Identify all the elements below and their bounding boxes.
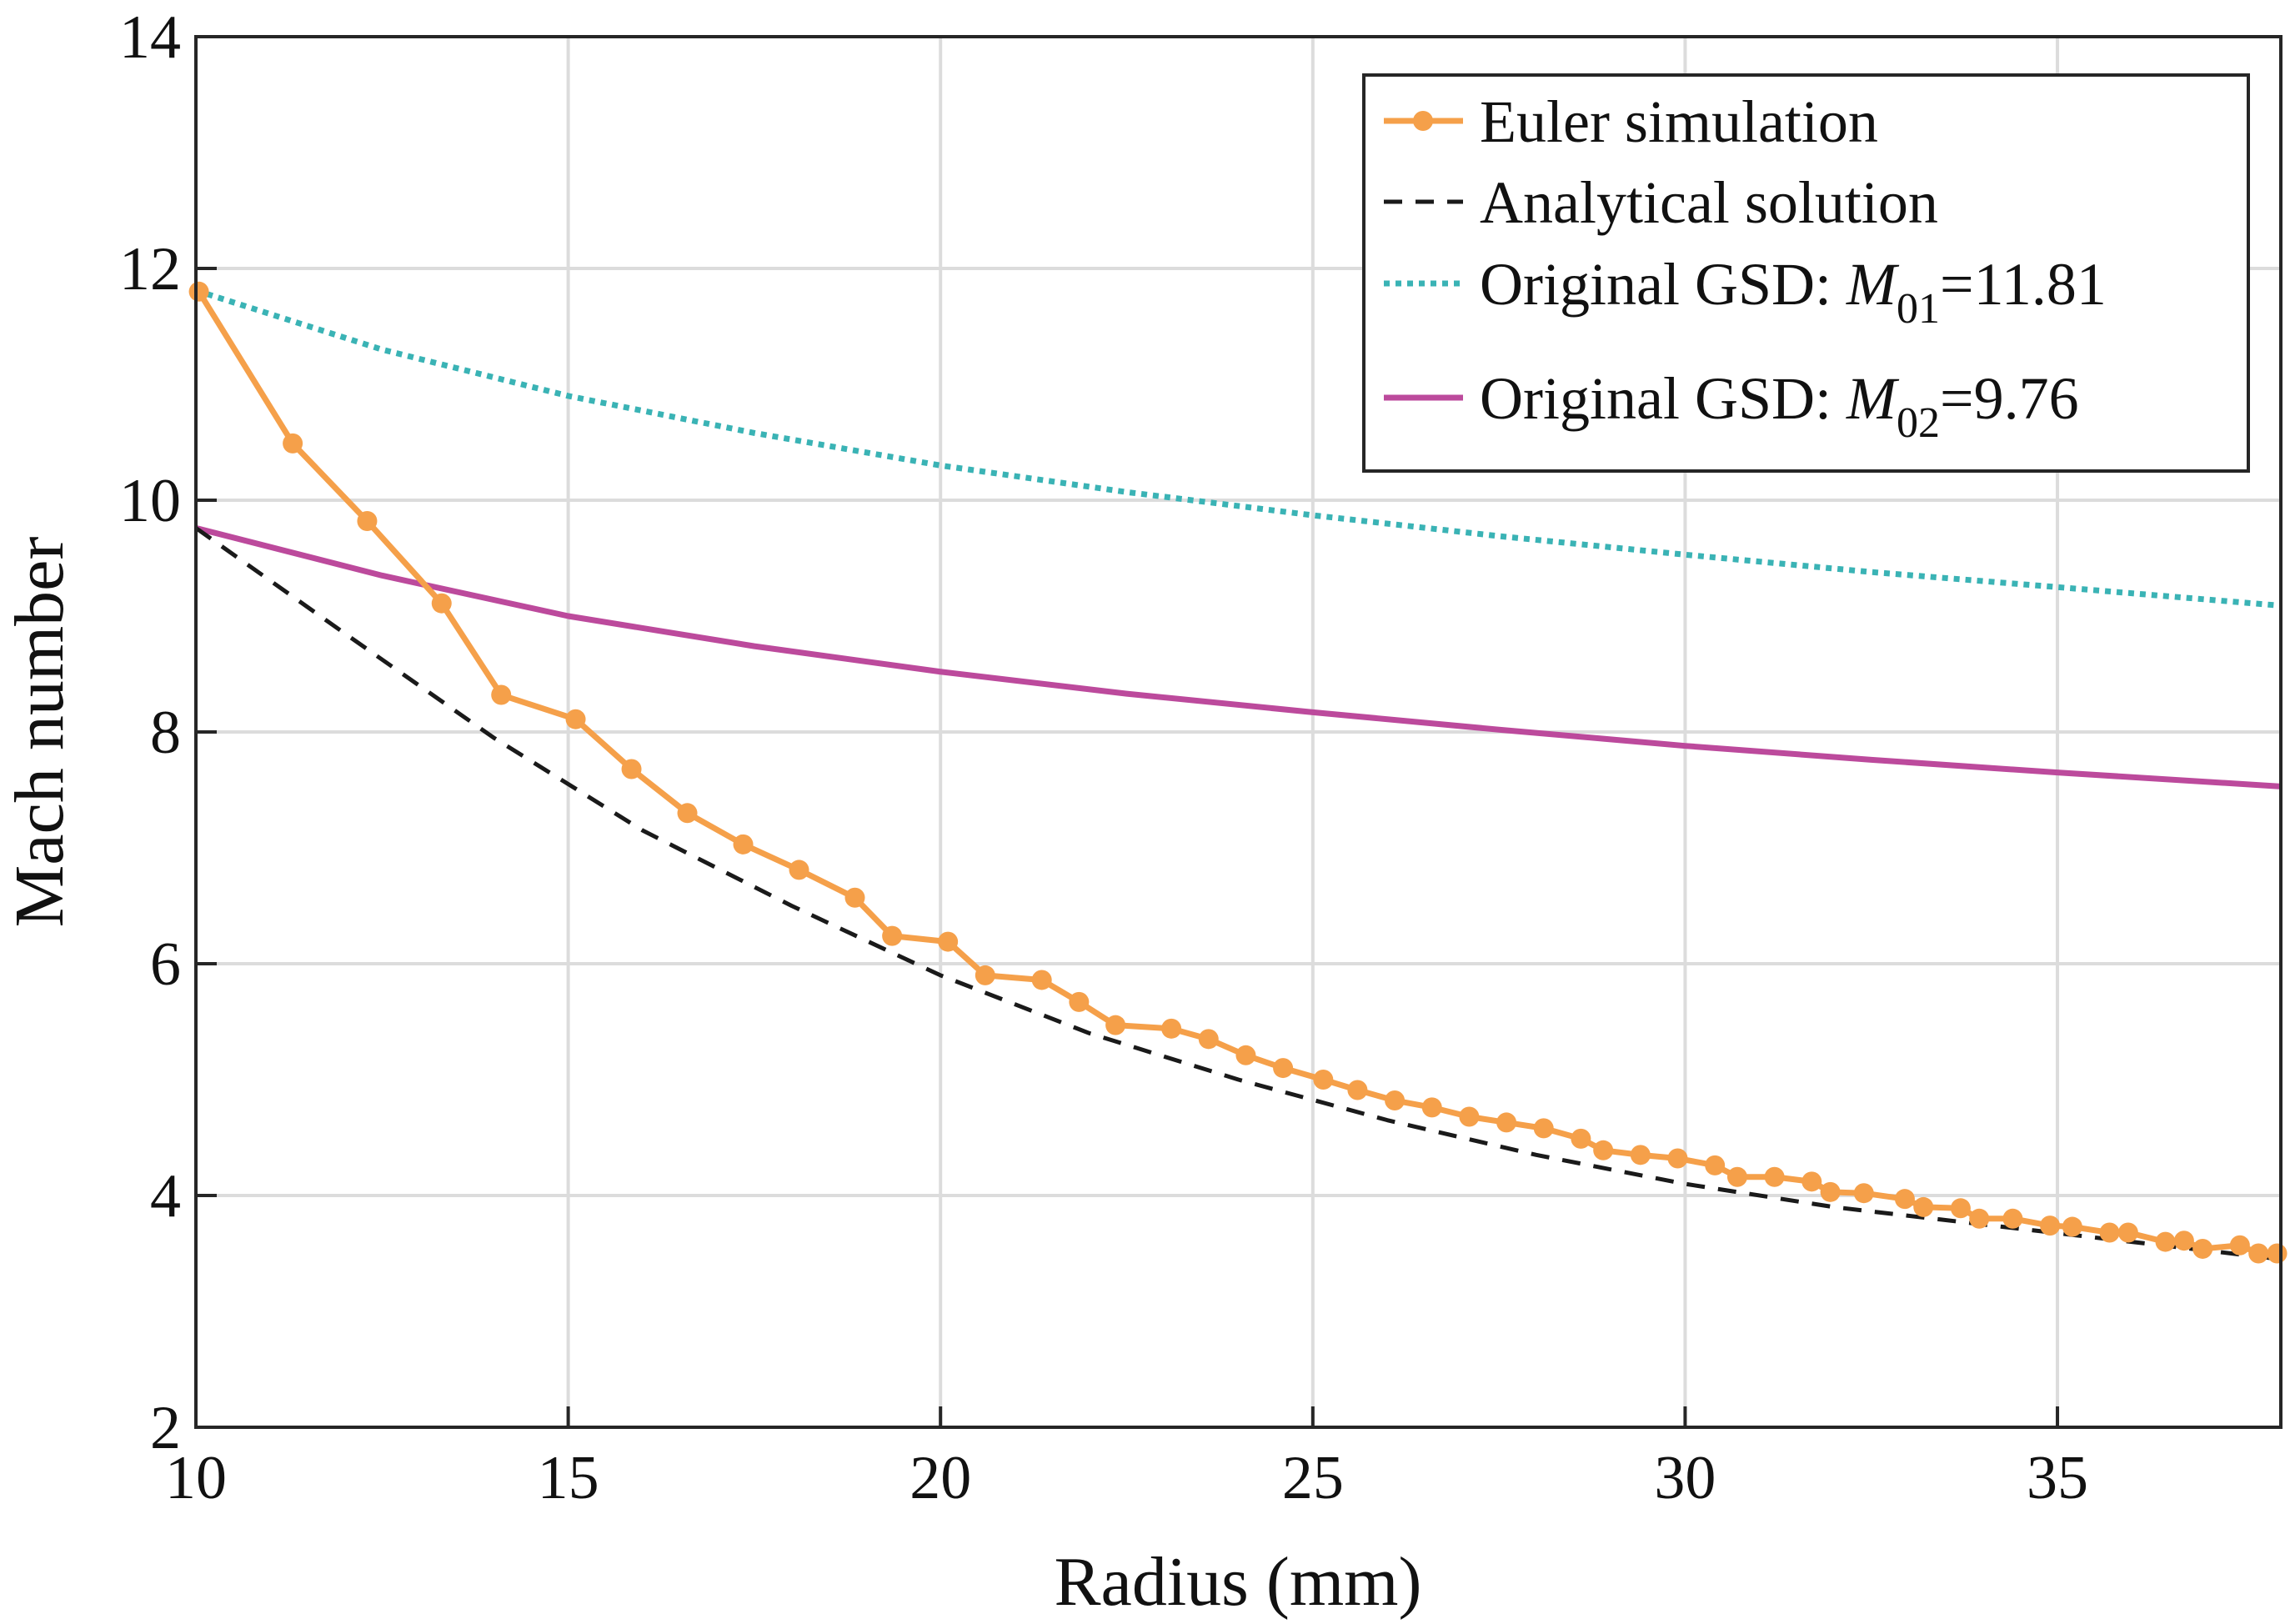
euler-data-point (1853, 1183, 1874, 1204)
euler-data-point (357, 511, 378, 532)
legend-label-2: Original GSD: M01=11.81 (1480, 251, 2107, 333)
euler-data-point (1496, 1112, 1517, 1133)
euler-data-point (1347, 1080, 1368, 1100)
euler-data-point (789, 860, 809, 880)
euler-data-point (2062, 1216, 2082, 1237)
x-tick-label: 20 (909, 1444, 971, 1512)
euler-data-point (882, 925, 903, 946)
legend-box (1362, 73, 2250, 473)
euler-data-point (2099, 1222, 2120, 1243)
euler-data-point (677, 803, 698, 824)
x-tick-label: 30 (1654, 1444, 1716, 1512)
euler-data-point (2229, 1235, 2250, 1256)
series-line-2 (194, 288, 2282, 609)
euler-data-point (938, 931, 959, 952)
y-tick-label: 10 (119, 467, 181, 535)
x-tick-label: 35 (2027, 1444, 2088, 1512)
euler-data-point (565, 709, 586, 729)
euler-data-point (2002, 1208, 2023, 1229)
euler-data-point (1571, 1128, 1591, 1149)
y-tick-label: 2 (150, 1394, 181, 1462)
euler-data-point (2248, 1243, 2269, 1264)
y-tick-label: 12 (119, 235, 181, 303)
y-tick-label: 8 (150, 699, 181, 767)
legend-label-part: 02 (1897, 399, 1940, 447)
y-tick-label: 4 (150, 1162, 181, 1231)
euler-data-point (1533, 1118, 1554, 1139)
legend: Euler simulation Analytical solution Origi… (1362, 73, 2250, 473)
euler-data-point (491, 684, 512, 705)
x-axis-label: Radius (mm) (1055, 1543, 1422, 1621)
euler-data-point (1031, 970, 1052, 990)
series-layer (188, 281, 2287, 1264)
euler-data-point (975, 965, 995, 985)
euler-data-point (1969, 1208, 1990, 1229)
euler-data-point (1235, 1045, 1256, 1065)
euler-data-point (1421, 1097, 1442, 1118)
euler-data-point (2040, 1215, 2061, 1236)
euler-data-point (1313, 1070, 1334, 1090)
euler-data-point (1385, 1090, 1406, 1111)
euler-data-point (283, 433, 303, 454)
euler-data-point (1198, 1029, 1219, 1050)
y-tick-label: 14 (119, 3, 181, 72)
euler-data-point (2267, 1243, 2287, 1264)
euler-data-point (1894, 1189, 1915, 1210)
legend-label-part: =9.76 (1940, 365, 2079, 432)
euler-data-point (844, 887, 865, 908)
euler-data-point (1593, 1140, 1614, 1160)
euler-data-point (2192, 1238, 2213, 1259)
x-tick-label: 10 (165, 1444, 227, 1512)
euler-data-point (1161, 1018, 1182, 1039)
euler-data-point (1667, 1148, 1688, 1169)
euler-data-point (2117, 1222, 2138, 1243)
series-line-3 (195, 524, 2282, 789)
legend-label-part: Original GSD: (1480, 365, 1847, 432)
plot-frame (194, 35, 2282, 1429)
legend-label-3: Original GSD: M02=9.76 (1480, 365, 2079, 447)
legend-label-1: Analytical solution (1480, 169, 1938, 236)
euler-data-point (621, 759, 642, 779)
euler-data-point (1273, 1058, 1294, 1079)
euler-data-point (1801, 1171, 1822, 1192)
tick-labels: 10 15 20 25 30 35 2 4 6 8 10 12 14 (119, 3, 2088, 1512)
euler-data-point (1459, 1106, 1480, 1127)
legend-label-part: 01 (1897, 285, 1940, 333)
euler-data-point (1726, 1166, 1747, 1187)
euler-data-point (1764, 1166, 1785, 1187)
series-line-1 (194, 526, 2282, 1261)
legend-label-part: M (1846, 251, 1900, 318)
euler-data-point (1950, 1198, 1971, 1219)
euler-data-point (2173, 1231, 2194, 1251)
euler-data-point (188, 281, 209, 302)
euler-data-point (431, 593, 452, 614)
euler-data-point (2155, 1231, 2176, 1252)
legend-label-part: M (1846, 365, 1900, 432)
euler-data-point (1069, 991, 1090, 1012)
euler-data-point (1105, 1015, 1126, 1035)
legend-label-part: Original GSD: (1480, 251, 1847, 318)
legend-marker (1413, 111, 1433, 131)
euler-data-point (1913, 1196, 1934, 1217)
y-axis-label: Mach number (1, 537, 78, 928)
y-tick-label: 6 (150, 930, 181, 999)
legend-label-part: =11.81 (1940, 251, 2107, 318)
euler-data-point (733, 834, 754, 855)
legend-label-0: Euler simulation (1480, 88, 1878, 155)
euler-data-point (1630, 1145, 1651, 1165)
x-tick-label: 25 (1282, 1444, 1344, 1512)
euler-data-point (1820, 1181, 1841, 1202)
x-tick-label: 15 (538, 1444, 599, 1512)
euler-data-point (1705, 1155, 1726, 1175)
